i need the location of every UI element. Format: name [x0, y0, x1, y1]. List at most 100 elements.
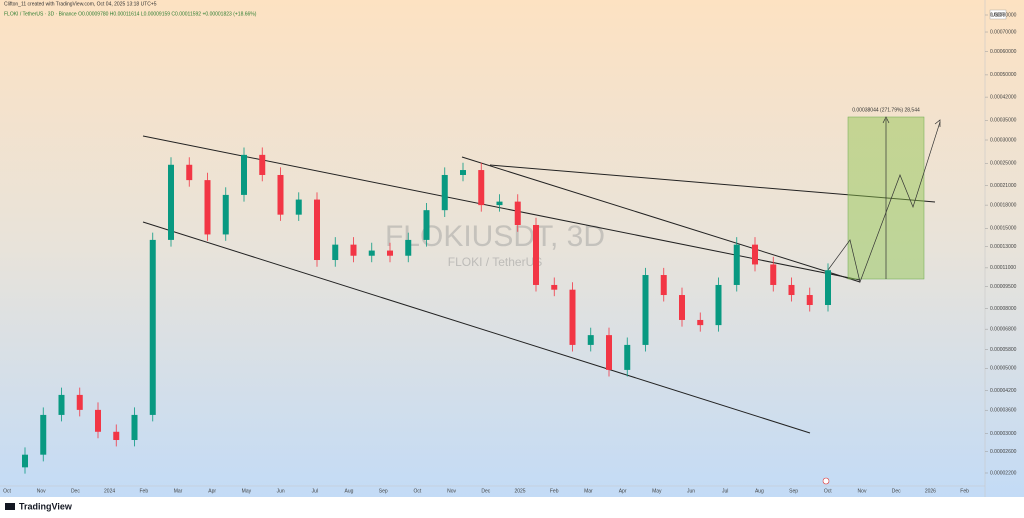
candle-body: [624, 344, 631, 370]
candle-body: [660, 275, 667, 296]
candle-body: [295, 199, 302, 215]
x-tick-label: Dec: [71, 488, 80, 494]
candle-body: [168, 164, 174, 240]
candle-body: [40, 414, 47, 455]
y-tick-label: 0.00070000: [990, 29, 1017, 35]
footer: [0, 497, 1024, 518]
x-tick-label: Feb: [550, 488, 559, 494]
measure-arrowhead: [882, 116, 890, 124]
x-tick-label: 2026: [925, 488, 936, 494]
x-tick-label: Mar: [584, 488, 593, 494]
y-tick-label: 0.00006800: [990, 327, 1017, 333]
candle-body: [405, 239, 412, 256]
x-tick-label: Apr: [208, 488, 216, 494]
y-tick-label: 0.00004200: [990, 388, 1017, 394]
x-tick-label: 2024: [104, 488, 115, 494]
credit: Clifton_11 created with TradingView.com,…: [4, 1, 157, 7]
candle-body: [149, 239, 156, 415]
projection-arrowhead: [934, 119, 941, 127]
candle-body: [770, 264, 777, 285]
x-tick-label: Feb: [960, 488, 969, 494]
watermark: FLOKIUSDT, 3D: [385, 220, 605, 253]
currency: USDT: [991, 12, 1005, 18]
y-tick-label: 0.00025000: [990, 161, 1017, 167]
x-tick-label: Oct: [3, 488, 11, 494]
candle-body: [587, 335, 594, 345]
candle-body: [606, 335, 612, 370]
candle-body: [752, 244, 758, 265]
x-tick-label: Mar: [174, 488, 183, 494]
x-tick-label: 2025: [514, 488, 525, 494]
logo-icon: [5, 503, 15, 510]
candle-body: [788, 284, 795, 296]
x-tick-label: Sep: [789, 488, 798, 494]
candle-body: [58, 394, 65, 415]
y-tick-label: 0.00050000: [990, 72, 1017, 78]
candle-body: [277, 174, 284, 215]
candle-body: [387, 250, 393, 256]
candle-body: [551, 284, 558, 290]
x-tick-label: Jun: [687, 488, 695, 494]
candle-body: [806, 295, 813, 306]
projection-path: [827, 121, 941, 284]
trendline: [489, 164, 936, 203]
y-tick-label: 0.00008000: [990, 306, 1017, 312]
candle-body: [642, 275, 649, 345]
y-tick-label: 0.00035000: [990, 118, 1017, 124]
y-tick-label: 0.00042000: [990, 94, 1017, 100]
y-tick-label: 0.00013000: [990, 244, 1017, 250]
candle-body: [514, 201, 521, 225]
x-tick-label: Oct: [414, 488, 422, 494]
trendline: [461, 156, 861, 283]
candle-body: [259, 154, 266, 175]
y-tick-label: 0.00030000: [990, 137, 1017, 143]
candle-body: [441, 174, 448, 211]
y-tick-label: 0.00003600: [990, 408, 1017, 414]
y-tick-label: 0.00009500: [990, 284, 1017, 290]
measure-label: 0.00038044 (271.79%) 28,544: [852, 107, 920, 113]
y-tick-label: 0.00002600: [990, 449, 1017, 455]
trendline: [142, 221, 811, 434]
x-tick-label: Apr: [619, 488, 627, 494]
candle-body: [496, 201, 503, 206]
y-tick-label: 0.00060000: [990, 49, 1017, 55]
x-tick-label: Nov: [37, 488, 46, 494]
chart-background: [0, 0, 1024, 497]
logo: TradingView: [19, 501, 73, 511]
x-tick-label: Aug: [755, 488, 764, 494]
candle-body: [186, 164, 193, 181]
y-tick-label: 0.00003000: [990, 431, 1017, 437]
x-tick-label: Jul: [722, 488, 728, 494]
candle-body: [131, 414, 138, 441]
x-tick-label: Nov: [858, 488, 867, 494]
currency-box: [989, 9, 1007, 20]
y-tick-label: 0.00080000: [990, 12, 1017, 18]
candle-body: [204, 180, 211, 235]
candle-body: [95, 409, 101, 432]
candle-body: [222, 194, 229, 235]
x-tick-label: May: [242, 488, 252, 494]
y-tick-label: 0.00018000: [990, 202, 1017, 208]
y-tick-label: 0.00015000: [990, 226, 1017, 232]
x-tick-label: Jun: [277, 488, 285, 494]
y-tick-label: 0.00005800: [990, 347, 1017, 353]
candle-body: [697, 319, 704, 326]
candle-body: [350, 244, 357, 256]
x-tick-label: Sep: [379, 488, 388, 494]
candle-body: [715, 284, 722, 326]
candle-body: [76, 394, 83, 410]
candle-body: [825, 270, 831, 306]
candle-body: [733, 244, 740, 285]
candle-body: [533, 224, 539, 285]
x-tick-label: Dec: [481, 488, 490, 494]
candle-body: [679, 295, 685, 320]
y-tick-label: 0.00002200: [990, 470, 1017, 476]
x-tick-label: Aug: [345, 488, 354, 494]
y-tick-label: 0.00021000: [990, 183, 1017, 189]
event-marker: [822, 477, 830, 485]
candle-body: [241, 154, 247, 195]
candle-body: [368, 250, 375, 256]
x-tick-label: Feb: [139, 488, 148, 494]
x-tick-label: Oct: [824, 488, 832, 494]
